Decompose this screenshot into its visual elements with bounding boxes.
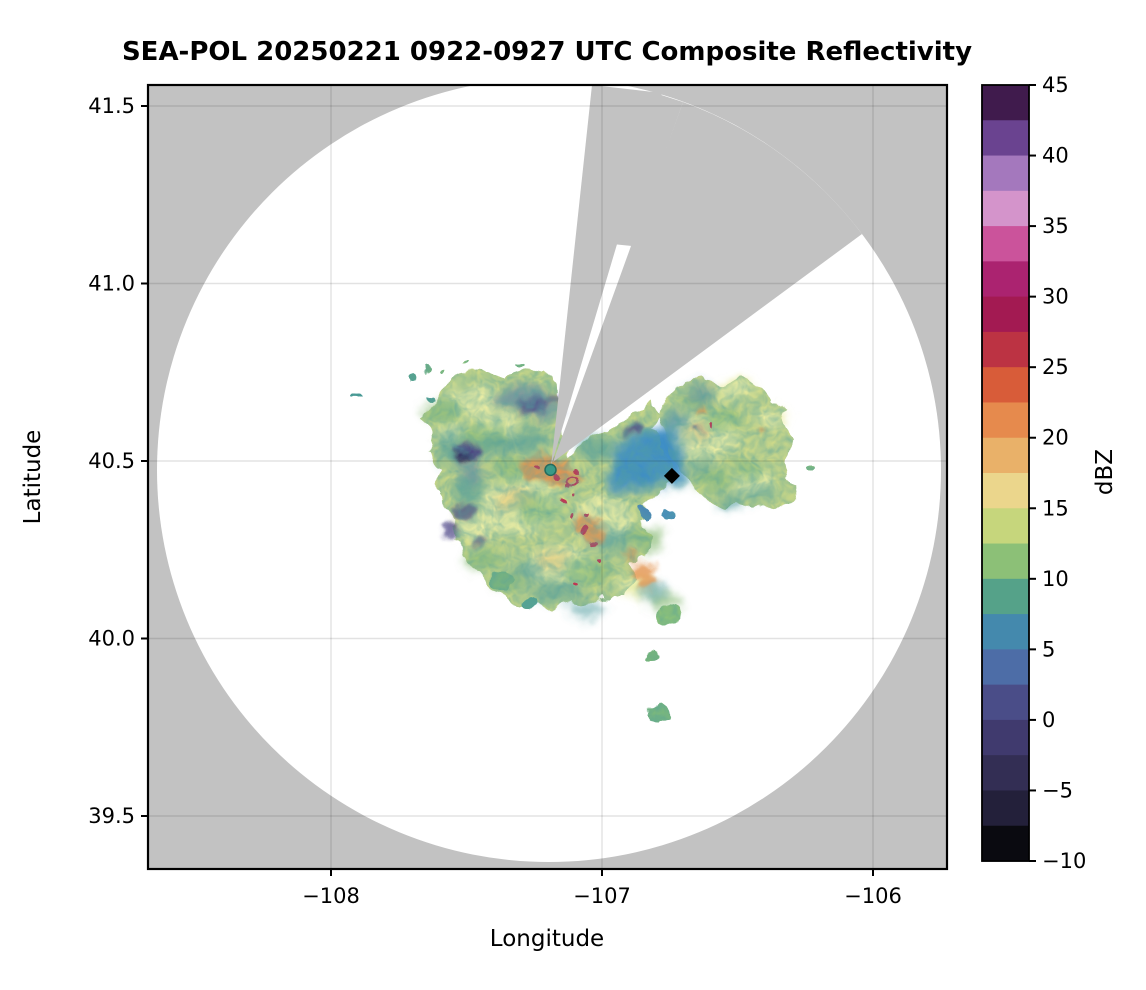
colorbar-band (982, 473, 1029, 509)
colorbar-tick-label: 35 (1042, 214, 1069, 238)
colorbar-band (982, 155, 1029, 192)
colorbar-band (982, 190, 1029, 227)
colorbar-band (982, 755, 1029, 792)
colorbar-tick-label: −10 (1042, 849, 1086, 873)
colorbar-tick-label: −5 (1042, 778, 1073, 802)
colorbar-band (982, 790, 1029, 827)
y-tick-label: 41.5 (88, 94, 135, 118)
colorbar-band (982, 261, 1029, 298)
colorbar-tick-label: 40 (1042, 144, 1069, 168)
gridlines (148, 85, 947, 869)
x-tick-label: −108 (302, 884, 360, 908)
colorbar-tick-label: 5 (1042, 637, 1055, 661)
colorbar-band (982, 649, 1029, 686)
colorbar (982, 85, 1029, 862)
colorbar-band (982, 120, 1029, 157)
colorbar-tick-label: 15 (1042, 496, 1069, 520)
x-axis-label: Longitude (490, 926, 604, 952)
colorbar-unit-label: dBZ (1092, 449, 1118, 495)
y-tick-label: 40.0 (88, 627, 135, 651)
colorbar-tick-label: 30 (1042, 285, 1069, 309)
colorbar-band (982, 543, 1029, 580)
colorbar-band (982, 614, 1029, 650)
colorbar-ticks (1029, 84, 1036, 862)
colorbar-band (982, 296, 1029, 333)
colorbar-frame (981, 84, 1030, 862)
colorbar-band (982, 508, 1029, 545)
colorbar-band (982, 437, 1029, 474)
colorbar-band (982, 578, 1029, 615)
blocked-sector-merge (612, 92, 683, 246)
blocked-sector-northeast (553, 102, 862, 462)
colorbar-band (982, 331, 1029, 368)
axis-tick-labels: −108 −107 −106 41.5 41.0 40.5 40.0 39.5 (88, 94, 902, 908)
axis-ticks (141, 105, 874, 876)
y-tick-label: 39.5 (88, 804, 135, 828)
colorbar-tick-label: 25 (1042, 355, 1069, 379)
colorbar-band (982, 85, 1029, 121)
y-tick-label: 41.0 (88, 272, 135, 296)
y-axis-label: Latitude (20, 430, 46, 525)
poi-diamond-marker (663, 467, 680, 484)
colorbar-band (982, 226, 1029, 262)
x-tick-label: −107 (573, 884, 631, 908)
colorbar-band (982, 402, 1029, 439)
colorbar-tick-label: 10 (1042, 567, 1069, 591)
radar-site-marker (544, 463, 557, 477)
blocked-sector-wedges (551, 85, 862, 466)
colorbar-tick-label: 0 (1042, 708, 1055, 732)
colorbar-tick-label: 20 (1042, 426, 1069, 450)
colorbar-band (982, 367, 1029, 404)
colorbar-tick-labels: 45 40 35 30 25 20 15 10 5 0 −5 −10 (1042, 73, 1086, 873)
x-tick-label: −106 (844, 884, 902, 908)
axes-frame (146, 83, 949, 871)
plot-title: SEA-POL 20250221 0922-0927 UTC Composite… (122, 37, 972, 67)
colorbar-tick-label: 45 (1042, 73, 1069, 97)
colorbar-band (982, 719, 1029, 756)
y-tick-label: 40.5 (88, 449, 135, 473)
colorbar-band (982, 684, 1029, 721)
colorbar-band (982, 825, 1029, 862)
